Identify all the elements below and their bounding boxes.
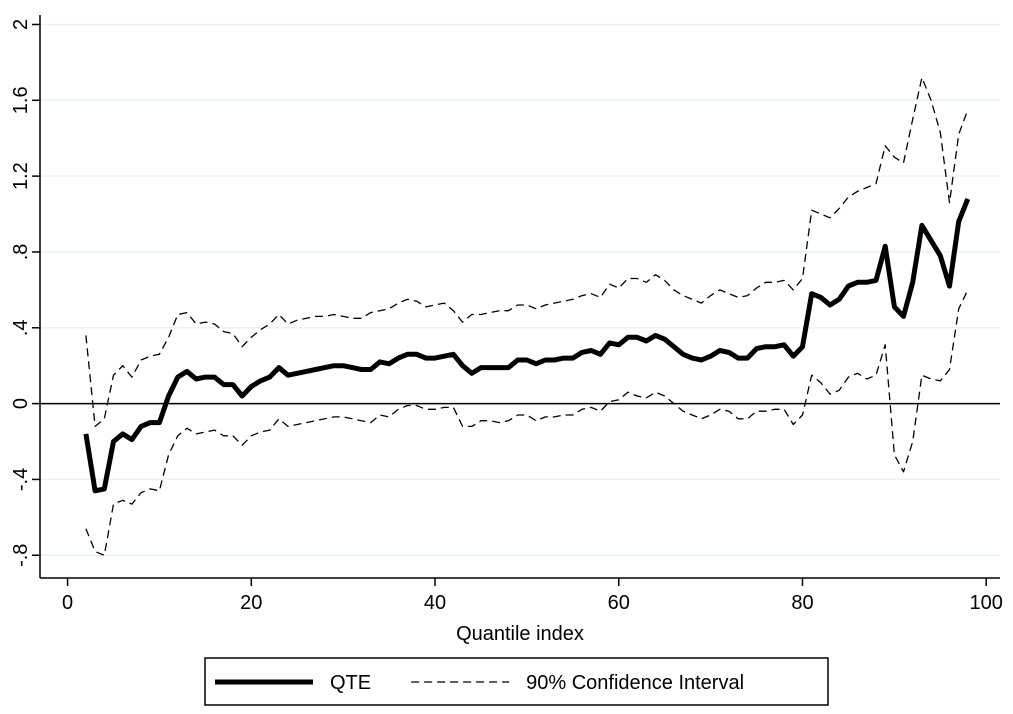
y-tick-label: 1.6 <box>10 86 32 114</box>
x-tick-label: 40 <box>424 592 446 614</box>
x-tick-label: 0 <box>62 592 73 614</box>
x-axis-title: Quantile index <box>456 623 584 645</box>
y-tick-label: 2 <box>10 19 32 30</box>
y-tick-label: -.8 <box>10 544 32 567</box>
series-line <box>85 289 969 556</box>
x-tick-label: 80 <box>791 592 813 614</box>
x-tick-label: 20 <box>240 592 262 614</box>
y-tick-label: -.4 <box>10 468 32 491</box>
y-tick-label: .8 <box>10 244 32 261</box>
legend-label: QTE <box>330 672 371 694</box>
series-line <box>83 197 971 494</box>
legend-label: 90% Confidence Interval <box>526 672 744 694</box>
y-tick-label: 1.2 <box>10 162 32 190</box>
y-tick-label: .4 <box>10 319 32 336</box>
y-tick-label: 0 <box>10 398 32 409</box>
x-tick-label: 60 <box>608 592 630 614</box>
x-tick-label: 100 <box>970 592 1003 614</box>
